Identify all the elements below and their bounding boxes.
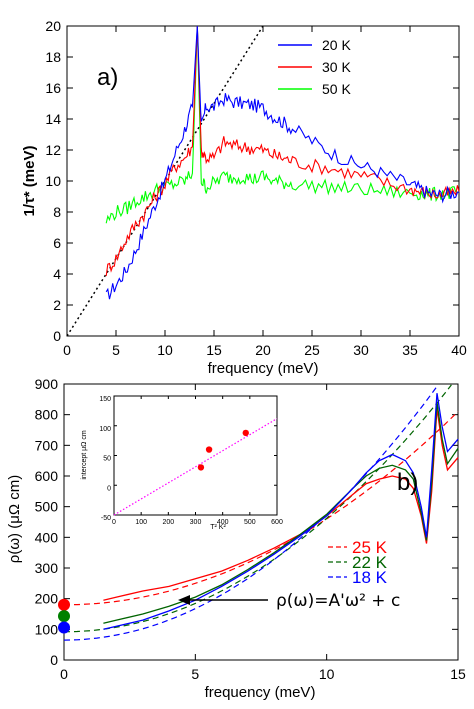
legend-label: 30 K [322, 59, 351, 75]
panel-a: 0 5 10 15 20 25 30 35 40 0 2 4 6 8 10 12 14 16 18 20 a) fre… [21, 18, 467, 377]
inset-points [197, 429, 249, 471]
inset-x-tick-label: 200 [162, 519, 174, 526]
panel-b-y-tick-label: 200 [35, 591, 59, 607]
guide-line [66, 25, 264, 337]
inset-y-tick-label: 0 [107, 485, 111, 492]
inset-x-tick-label: 0 [112, 519, 116, 526]
panel-a-x-tick-label: 35 [402, 342, 418, 358]
panel-a-label: a) [97, 64, 118, 91]
fit-line [63, 411, 459, 606]
panel-b-y-tick-label: 500 [35, 499, 59, 515]
intercept-marker [58, 610, 70, 623]
panel-a-x-tick-label: 40 [451, 342, 467, 358]
panel-b-y-tick-label: 300 [35, 560, 59, 576]
panel-b-intercept-markers [58, 598, 70, 634]
series-line-50k [105, 25, 460, 224]
panel-a-x-tick-label: 5 [112, 342, 120, 358]
inset-y-tick-label: -50 [101, 515, 111, 522]
panel-a-x-tick-label: 25 [304, 342, 320, 358]
inset-x-tick-label: 600 [271, 519, 283, 526]
panel-a-y-tick-label: 14 [45, 111, 61, 127]
inset-y-tick-label: 50 [103, 456, 111, 463]
series-line-20k [105, 25, 460, 300]
legend-label: 50 K [322, 81, 351, 97]
panel-a-y-tick-label: 10 [45, 173, 61, 189]
inset-frame [113, 395, 278, 516]
fit-line [63, 384, 439, 641]
fit-line [63, 384, 452, 633]
inset-x-tick-label: 500 [244, 519, 256, 526]
panel-a-y-axis-title: 1/τ* (meV) [21, 146, 38, 217]
panel-b-fit-lines [63, 384, 459, 641]
panel-b-annotation: ρ(ω)=A'ω² + c [178, 591, 400, 611]
panel-a-y-tick-label: 2 [53, 297, 61, 313]
panel-a-x-tick-label: 30 [353, 342, 369, 358]
panel-b-frame [63, 383, 459, 661]
inset-point [242, 429, 249, 437]
panel-b-y-tick-label: 400 [35, 529, 59, 545]
panel-a-ticks: 0 5 10 15 20 25 30 35 40 0 2 4 6 8 10 12 14 16 18 20 [45, 18, 467, 358]
legend-label: 20 K [322, 37, 351, 53]
panel-a-y-tick-label: 8 [53, 204, 61, 220]
panel-b-legend: 25 K22 K18 K [328, 538, 388, 587]
legend-label: 22 K [352, 553, 388, 572]
legend-label: 25 K [352, 538, 388, 557]
panel-a-y-tick-label: 20 [45, 18, 61, 34]
panel-a-x-tick-label: 15 [206, 342, 222, 358]
panel-a-x-tick-label: 20 [255, 342, 271, 358]
inset-x-axis-title: T² K² [210, 524, 226, 531]
inset-x-tick-label: 100 [135, 519, 147, 526]
inset-y-tick-label: 100 [99, 426, 111, 433]
panel-b-y-axis-title: ρ(ω) (μΩ cm) [6, 475, 23, 563]
inset-fit [113, 418, 278, 516]
inset-x-tick-label: 400 [217, 519, 229, 526]
panel-b-label: b) [397, 469, 418, 496]
intercept-marker [58, 598, 70, 611]
panel-a-y-tick-label: 16 [45, 80, 61, 96]
panel-a-x-axis-title: frequency (meV) [208, 360, 319, 377]
panel-b-y-tick-label: 800 [35, 407, 59, 423]
panel-a-x-tick-label: 0 [63, 342, 71, 358]
panel-b-x-tick-label: 10 [319, 666, 335, 682]
panel-a-y-tick-label: 0 [53, 328, 61, 344]
panel-a-x-tick-label: 10 [157, 342, 173, 358]
intercept-marker [58, 621, 70, 634]
panel-a-legend: 20 K 30 K 50 K [278, 37, 351, 97]
inset-x-tick-label: 300 [190, 519, 202, 526]
series-line-18k [103, 393, 459, 630]
panel-b-y-tick-label: 700 [35, 437, 59, 453]
panel-a-y-tick-label: 12 [45, 142, 61, 158]
panel-b-y-tick-label: 600 [35, 468, 59, 484]
inset-point [197, 464, 205, 471]
panel-b-x-tick-label: 0 [60, 666, 68, 682]
panel-b-x-axis-title: frequency (meV) [205, 684, 316, 701]
inset-fit-line [113, 418, 278, 516]
panel-b-y-tick-label: 900 [35, 376, 59, 392]
panel-b-x-tick-label: 5 [191, 666, 199, 682]
panel-a-y-tick-label: 6 [53, 235, 61, 251]
panel-b-y-tick-label: 100 [35, 621, 59, 637]
legend-label: 18 K [352, 568, 388, 587]
panel-a-guide-line [66, 25, 264, 337]
panel-a-series [105, 25, 460, 300]
inset-point [205, 446, 213, 453]
inset-y-axis-title: intercept μΩ cm [81, 430, 88, 480]
annotation-formula: ρ(ω)=A'ω² + c [276, 591, 400, 611]
panel-a-frame [66, 25, 460, 337]
series-line-30k [105, 25, 460, 277]
panel-a-y-tick-label: 18 [45, 49, 61, 65]
panel-a-y-tick-label: 4 [53, 266, 61, 282]
annotation-arrow-head [178, 595, 190, 605]
panel-b-x-tick-label: 15 [450, 666, 466, 682]
inset-y-tick-label: 150 [99, 396, 111, 403]
panel-b-y-tick-label: 0 [50, 652, 58, 668]
